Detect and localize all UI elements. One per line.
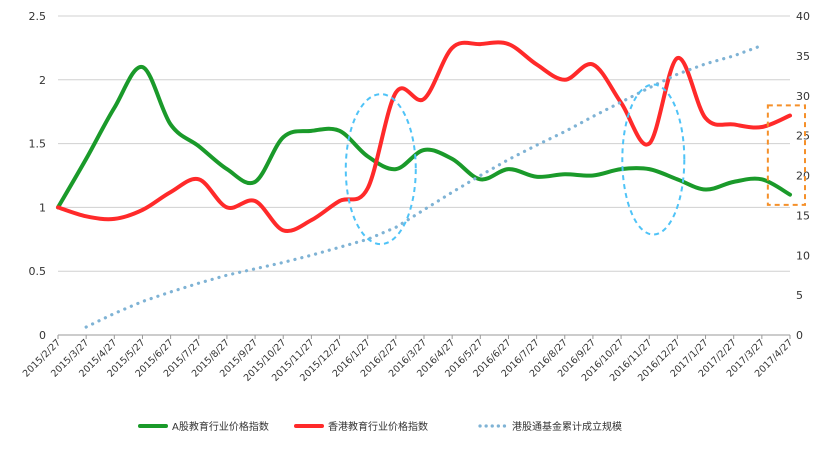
series-layer — [56, 40, 792, 329]
legend: A股教育行业价格指数 香港教育行业价格指数 港股通基金累计成立规模 — [138, 420, 622, 433]
annotation-layer — [344, 83, 806, 246]
grid-lines — [58, 15, 790, 336]
left-tick-label: 1 — [39, 201, 46, 214]
right-tick-label: 0 — [796, 329, 803, 342]
highlight-box — [766, 104, 806, 206]
right-tick-label: 10 — [796, 249, 810, 262]
left-y-axis: 0 0.5 1 1.5 2 2.5 — [29, 10, 47, 342]
legend-label-2: 港股通基金累计成立规模 — [512, 420, 622, 433]
right-y-axis: 0 5 10 15 20 25 30 35 40 — [796, 10, 810, 342]
x-axis: 2015/2/272015/3/272015/4/272015/5/272015… — [21, 335, 795, 384]
legend-label-1: 香港教育行业价格指数 — [328, 420, 428, 433]
right-tick-label: 30 — [796, 90, 810, 103]
right-tick-label: 20 — [796, 170, 810, 183]
right-tick-label: 25 — [796, 130, 810, 143]
legend-label-0: A股教育行业价格指数 — [172, 420, 269, 433]
series-line-2 — [84, 43, 764, 329]
right-tick-label: 35 — [796, 50, 810, 63]
left-tick-label: 2.5 — [29, 10, 47, 23]
series-line-1 — [56, 40, 792, 234]
right-tick-label: 40 — [796, 10, 810, 23]
left-tick-label: 2 — [39, 74, 46, 87]
left-tick-label: 0.5 — [29, 265, 47, 278]
series-line-0 — [56, 65, 792, 210]
highlight-ellipse-2 — [621, 83, 686, 236]
left-tick-label: 1.5 — [29, 138, 47, 151]
highlight-ellipse-1 — [344, 93, 417, 246]
right-tick-label: 5 — [796, 289, 803, 302]
right-tick-label: 15 — [796, 209, 810, 222]
left-tick-label: 0 — [39, 329, 46, 342]
